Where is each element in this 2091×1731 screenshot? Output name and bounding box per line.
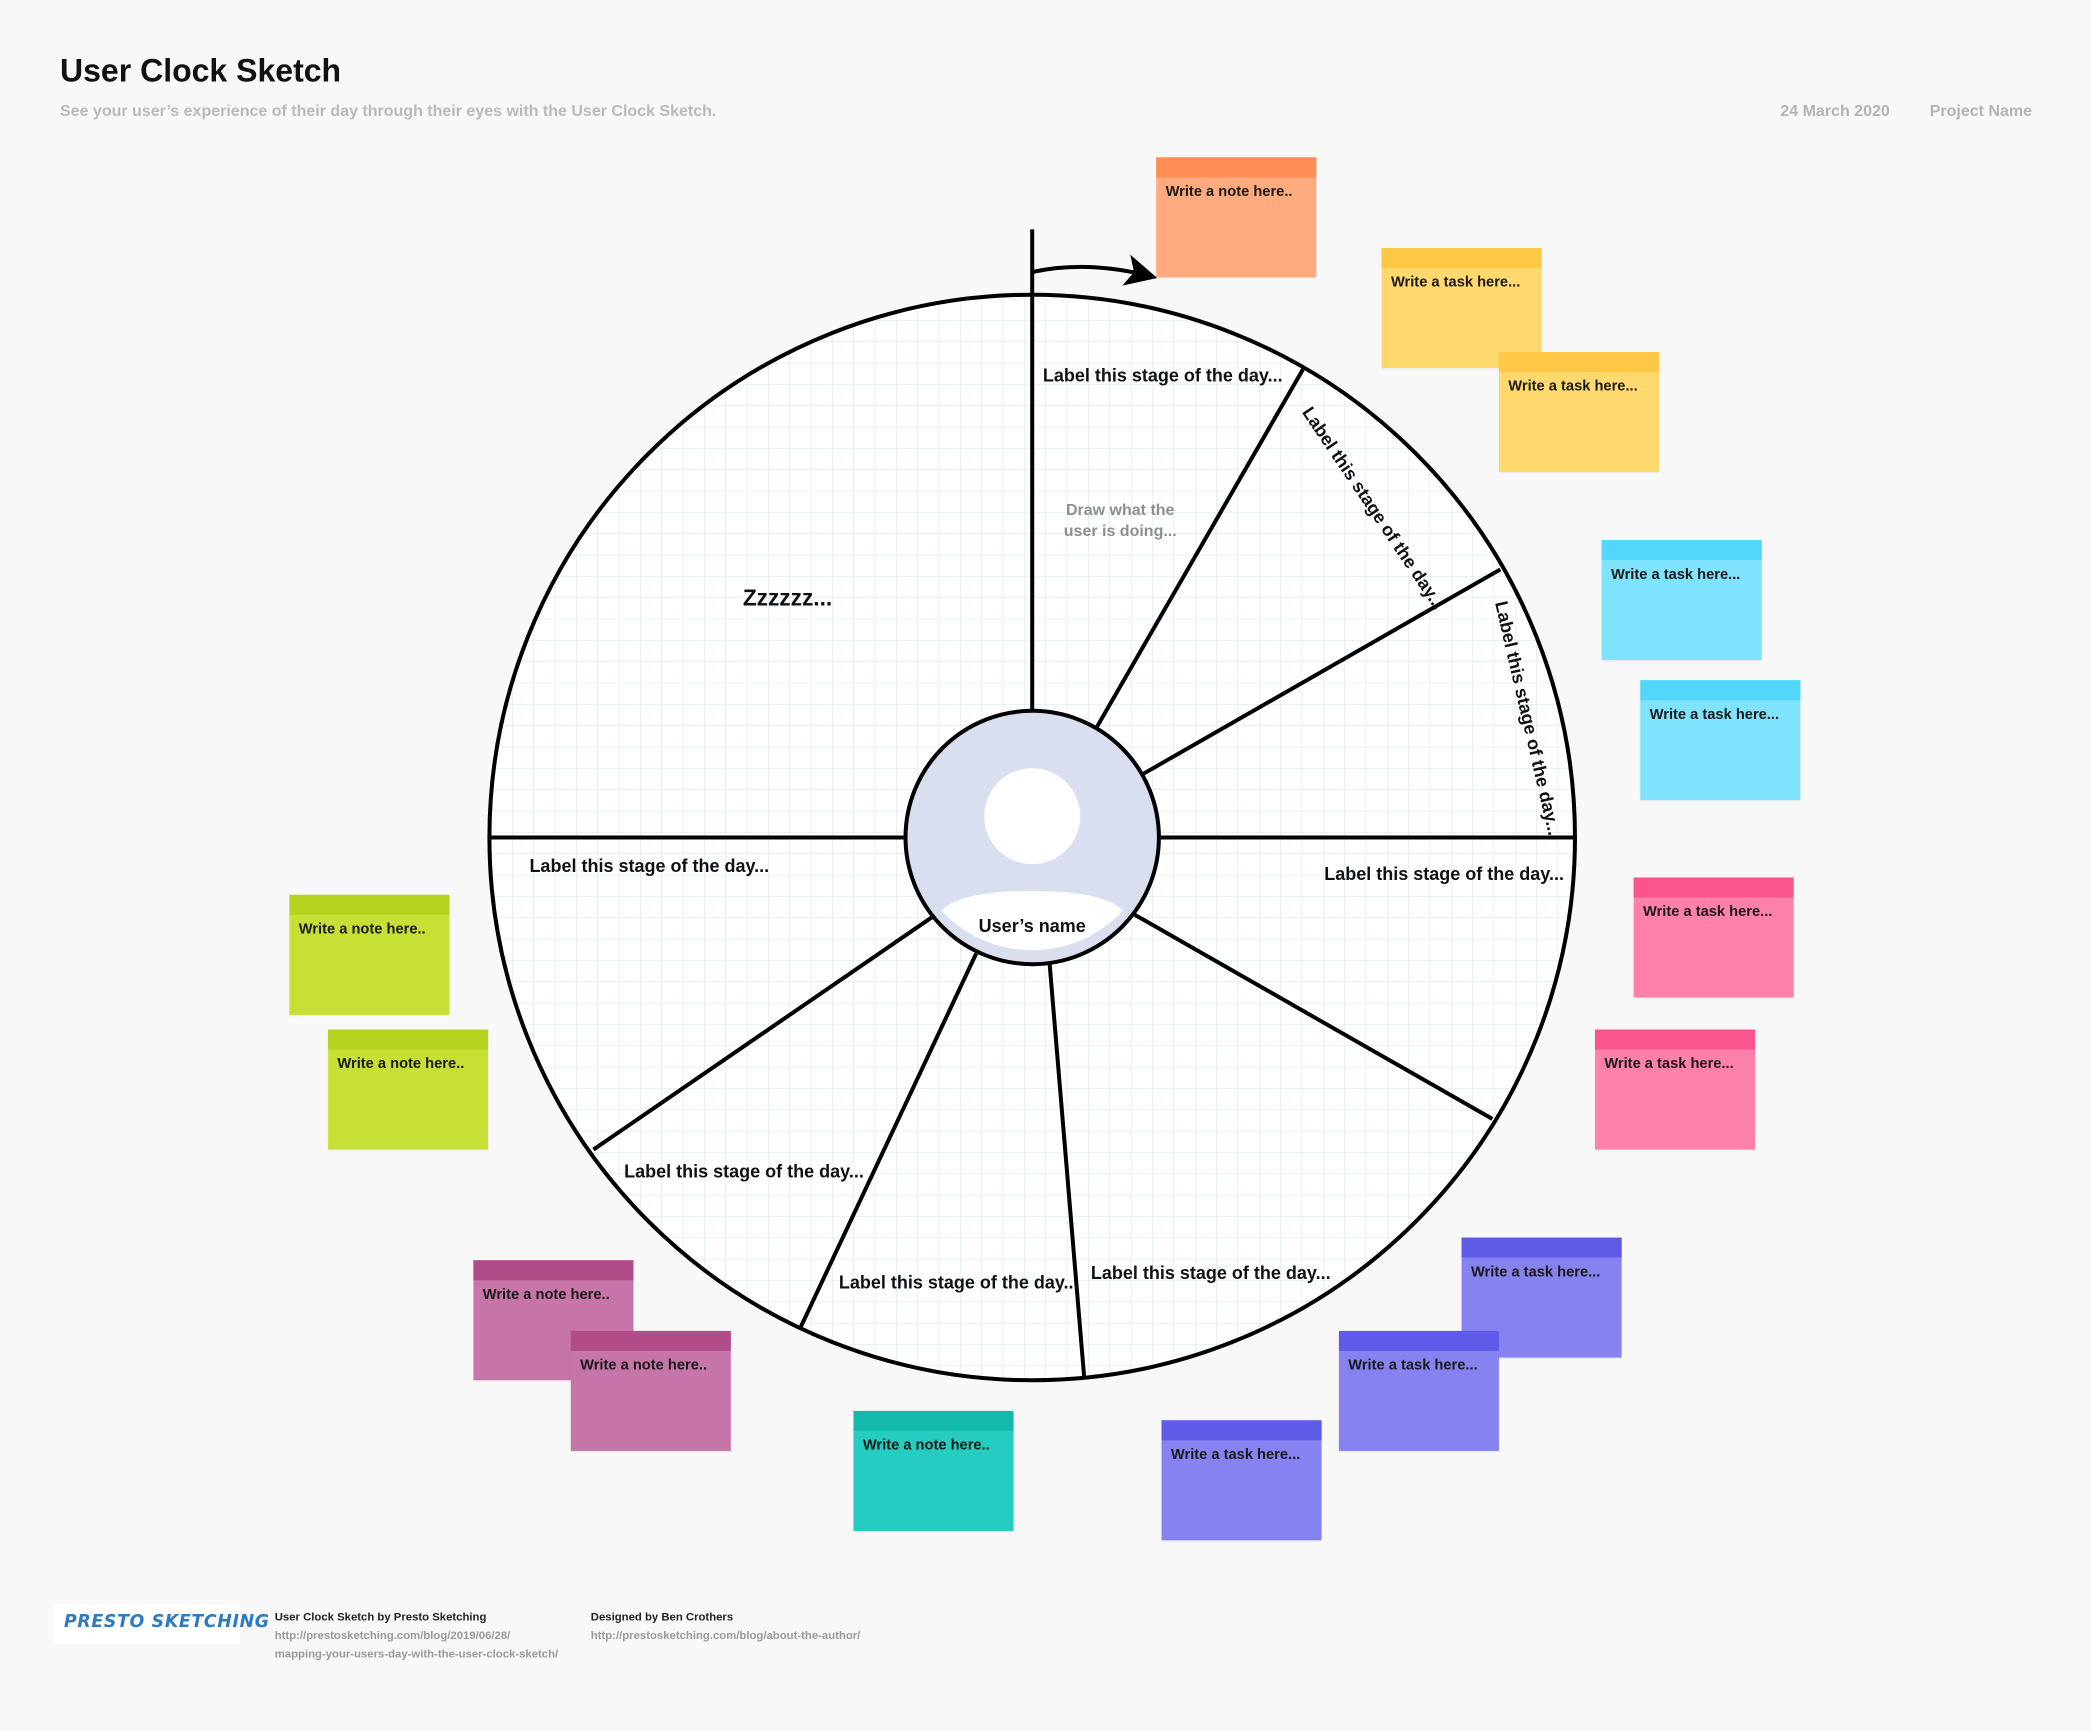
sticky-note-lime[interactable]: Write a note here.. [289, 894, 450, 1015]
avatar[interactable]: User’s name [903, 708, 1161, 967]
avatar-head-icon [984, 768, 1081, 865]
user-name-label[interactable]: User’s name [979, 916, 1086, 936]
sticky-text[interactable]: Write a note here.. [298, 921, 426, 938]
divider-line [1140, 567, 1502, 777]
draw-hint-line2: user is doing... [1064, 523, 1177, 540]
divider-line [1094, 368, 1305, 730]
sticky-text[interactable]: Write a task here... [1470, 1264, 1601, 1281]
sticky-note-lime[interactable]: Write a note here.. [328, 1029, 489, 1150]
sticky-task-pink[interactable]: Write a task here... [1594, 1029, 1756, 1150]
credit-link-line2[interactable]: mapping-your-users-day-with-the-user-clo… [274, 1646, 559, 1661]
sticky-note-orange[interactable]: Write a note here.. [1156, 157, 1317, 278]
sticky-note-teal[interactable]: Write a note here.. [853, 1410, 1014, 1531]
designer-link[interactable]: http://prestosketching.com/blog/about-th… [590, 1628, 861, 1642]
logo-text: PRESTO SKETCHING [64, 1612, 270, 1633]
sticky-text[interactable]: Write a task here... [1390, 274, 1521, 291]
designer-title: Designed by Ben Crothers [590, 1609, 734, 1623]
sticky-task-purple[interactable]: Write a task here... [1338, 1330, 1499, 1451]
sticky-task-yellow[interactable]: Write a task here... [1498, 352, 1659, 473]
page-subtitle: See your user’s experience of their day … [60, 101, 717, 121]
divider-line [798, 952, 979, 1330]
sticky-text[interactable]: Write a note here.. [1165, 184, 1293, 201]
sticky-text[interactable]: Write a note here.. [337, 1056, 465, 1073]
sticky-text[interactable]: Write a task here... [1348, 1357, 1478, 1374]
footer-credit: User Clock Sketch by Presto Sketching ht… [275, 1607, 558, 1663]
page-title: User Clock Sketch [60, 53, 342, 90]
avatar-body-icon [941, 890, 1123, 951]
sticky-text[interactable]: Write a task here... [1508, 378, 1638, 395]
sticky-text[interactable]: Write a task here... [1604, 1056, 1734, 1073]
sticky-task-yellow[interactable]: Write a task here... [1381, 248, 1542, 369]
sticky-text[interactable]: Write a task here... [1642, 904, 1773, 921]
project-name[interactable]: Project Name [1929, 101, 2033, 121]
sticky-task-cyan[interactable]: Write a task here... [1601, 540, 1762, 661]
sticky-text[interactable]: Write a task here... [1610, 566, 1741, 583]
draw-hint-line1: Draw what the [1066, 502, 1175, 519]
stage-label[interactable]: Label this stage of the day... [1043, 365, 1283, 385]
sleep-label[interactable]: Zzzzzz... [743, 584, 832, 610]
divider-line [1047, 962, 1087, 1378]
sticky-text[interactable]: Write a note here.. [862, 1437, 990, 1454]
stage-label[interactable]: Label this stage of the day... [1324, 864, 1564, 884]
clockwise-arrow-icon [1031, 254, 1158, 286]
footer-designer: Designed by Ben Crothers http://prestosk… [591, 1607, 861, 1644]
sticky-note-magenta[interactable]: Write a note here.. [570, 1330, 731, 1451]
credit-title: User Clock Sketch by Presto Sketching [274, 1609, 487, 1623]
stage-label[interactable]: Label this stage of the day... [624, 1162, 864, 1182]
sticky-text[interactable]: Write a note here.. [580, 1357, 708, 1374]
divider-line [1133, 913, 1494, 1121]
credit-link-line1[interactable]: http://prestosketching.com/blog/2019/06/… [274, 1628, 511, 1642]
sticky-task-pink[interactable]: Write a task here... [1633, 877, 1794, 998]
sticky-task-purple[interactable]: Write a task here... [1161, 1420, 1322, 1541]
sticky-text[interactable]: Write a task here... [1170, 1446, 1301, 1463]
stage-label[interactable]: Label this stage of the day... [839, 1272, 1079, 1292]
stage-label[interactable]: Label this stage of the day... [1091, 1263, 1331, 1283]
segment-dividers [489, 229, 1575, 1378]
sticky-text[interactable]: Write a note here.. [482, 1286, 610, 1303]
divider-line [592, 914, 935, 1152]
stage-label[interactable]: Label this stage of the day... [529, 856, 769, 876]
sticky-text[interactable]: Write a task here... [1649, 706, 1780, 723]
page-date: 24 March 2020 [1780, 101, 1890, 121]
sticky-task-cyan[interactable]: Write a task here... [1640, 680, 1801, 801]
presto-sketching-logo: PRESTO SKETCHING [53, 1604, 269, 1645]
